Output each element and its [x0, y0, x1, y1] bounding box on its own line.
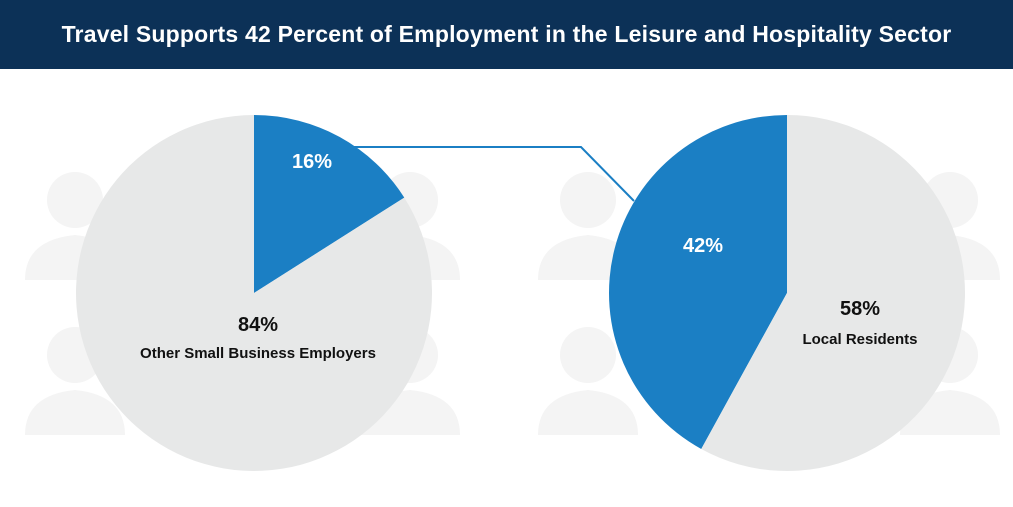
slice-value-label-16: 16% — [292, 151, 332, 173]
pie-chart-right: 42% 58% Local Residents — [609, 114, 966, 471]
silhouette-head — [560, 327, 616, 383]
pie-slice-left-84 — [76, 115, 433, 471]
slice-category-label-local-residents: Local Residents — [802, 331, 917, 348]
slice-category-label-other-small-business: Other Small Business Employers — [140, 345, 376, 362]
person-silhouette-icon — [538, 327, 638, 435]
slice-value-label-42: 42% — [683, 235, 723, 257]
pie-slice-left-16 — [254, 115, 405, 293]
silhouette-head — [47, 172, 103, 228]
connector-line — [352, 146, 635, 202]
slice-value-label-58: 58% — [840, 298, 880, 320]
silhouette-head — [560, 172, 616, 228]
chart-title: Travel Supports 42 Percent of Employment… — [61, 21, 952, 47]
silhouette-body — [25, 390, 125, 435]
pie-chart-left: 16% 84% Other Small Business Employers — [76, 115, 433, 471]
pie-charts: 16% 84% Other Small Business Employers 4… — [25, 114, 1000, 471]
pie-slice-right-42 — [609, 115, 787, 449]
slice-value-label-84: 84% — [238, 314, 278, 336]
silhouette-body — [538, 390, 638, 435]
pie-slice-right-58 — [701, 114, 966, 471]
person-silhouette-icon — [25, 327, 125, 435]
chart-header: Travel Supports 42 Percent of Employment… — [0, 0, 1013, 69]
